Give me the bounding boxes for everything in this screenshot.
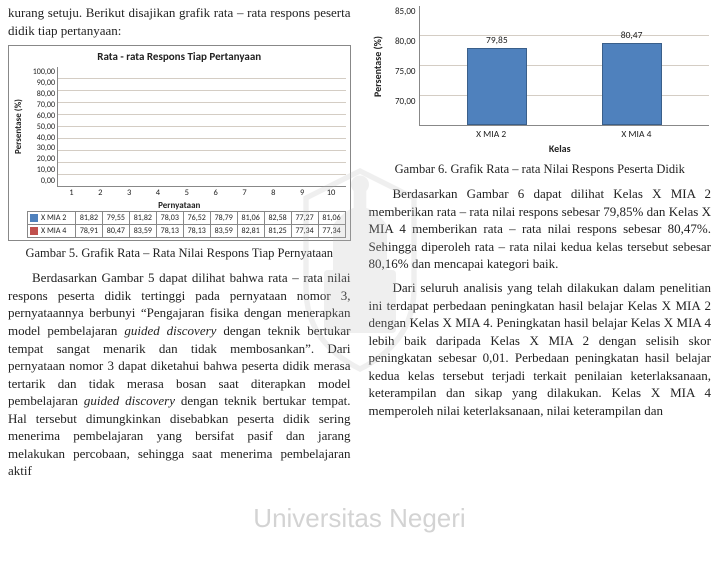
chart-respons-pernyataan: Rata - rata Respons Tiap Pertanyaan Pers… bbox=[8, 45, 351, 241]
chart1-title: Rata - rata Respons Tiap Pertanyaan bbox=[13, 50, 346, 63]
chart2-ylabel: Persentase (%) bbox=[371, 6, 385, 126]
body-para-3: Dari seluruh analisis yang telah dilakuk… bbox=[369, 279, 712, 419]
chart2-bars: 79,8580,47 bbox=[419, 6, 710, 126]
intro-text: kurang setuju. Berikut disajikan grafik … bbox=[8, 4, 351, 39]
chart-respons-kelas: Persentase (%) 85,0080,0075,0070,00 79,8… bbox=[369, 4, 712, 157]
body-para-1: Berdasarkan Gambar 5 dapat dilihat bahwa… bbox=[8, 269, 351, 480]
chart1-data-table: X MIA 281,8279,5581,8278,0376,5278,7981,… bbox=[27, 211, 346, 238]
left-column: kurang setuju. Berikut disajikan grafik … bbox=[8, 4, 351, 486]
caption-gambar5: Gambar 5. Grafik Rata – Rata Nilai Respo… bbox=[8, 245, 351, 261]
chart2-xlabel: Kelas bbox=[411, 142, 710, 155]
chart1-xaxis: 12345678910 bbox=[57, 188, 346, 198]
right-column: Persentase (%) 85,0080,0075,0070,00 79,8… bbox=[369, 4, 712, 486]
watermark-text: Universitas Negeri bbox=[253, 503, 465, 534]
chart1-yaxis: 100,0090,0080,0070,0060,0050,0040,0030,0… bbox=[27, 67, 57, 187]
chart1-ylabel: Persentase (%) bbox=[13, 67, 27, 187]
chart1-xlabel: Pernyataan bbox=[13, 200, 346, 211]
caption-gambar6: Gambar 6. Grafik Rata – rata Nilai Respo… bbox=[369, 161, 712, 177]
chart2-yaxis: 85,0080,0075,0070,00 bbox=[385, 6, 419, 126]
body-para-2: Berdasarkan Gambar 6 dapat dilihat Kelas… bbox=[369, 185, 712, 273]
chart1-bars bbox=[57, 67, 346, 187]
chart2-xaxis: X MIA 2X MIA 4 bbox=[419, 128, 710, 140]
